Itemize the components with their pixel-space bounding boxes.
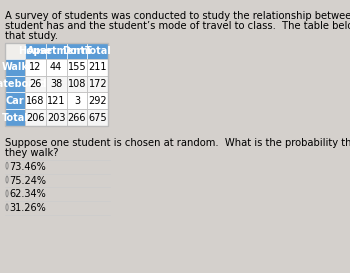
Text: 12: 12 bbox=[29, 62, 41, 72]
Text: 172: 172 bbox=[89, 79, 107, 89]
Text: 38: 38 bbox=[50, 79, 62, 89]
Bar bbox=[25, 43, 46, 59]
Text: 26: 26 bbox=[29, 79, 41, 89]
Bar bbox=[46, 109, 66, 126]
Text: Total: Total bbox=[84, 46, 111, 56]
Bar bbox=[88, 59, 108, 76]
Text: Dorm: Dorm bbox=[62, 46, 92, 56]
Text: 3: 3 bbox=[74, 96, 80, 106]
Text: 168: 168 bbox=[26, 96, 44, 106]
Text: 44: 44 bbox=[50, 62, 62, 72]
Bar bbox=[46, 93, 66, 109]
Text: 211: 211 bbox=[89, 62, 107, 72]
Text: 675: 675 bbox=[89, 113, 107, 123]
Bar bbox=[66, 43, 88, 59]
Bar bbox=[6, 109, 25, 126]
Bar bbox=[25, 109, 46, 126]
Bar bbox=[6, 59, 25, 76]
Bar bbox=[6, 43, 25, 59]
Text: student has and the student’s mode of travel to class.  The table below contains: student has and the student’s mode of tr… bbox=[6, 21, 350, 31]
Text: 73.46%: 73.46% bbox=[9, 162, 46, 172]
Bar bbox=[66, 93, 88, 109]
Bar bbox=[25, 76, 46, 93]
Text: Suppose one student is chosen at random.  What is the probability the student li: Suppose one student is chosen at random.… bbox=[6, 138, 350, 148]
Text: Car: Car bbox=[6, 96, 24, 106]
Bar bbox=[25, 59, 46, 76]
Text: House: House bbox=[18, 46, 52, 56]
Text: that study.: that study. bbox=[6, 31, 58, 41]
Bar bbox=[6, 43, 108, 126]
Bar bbox=[88, 93, 108, 109]
Bar bbox=[88, 43, 108, 59]
Bar bbox=[46, 43, 66, 59]
Text: Skateboard: Skateboard bbox=[0, 79, 47, 89]
Bar bbox=[88, 109, 108, 126]
Text: 108: 108 bbox=[68, 79, 86, 89]
Bar bbox=[6, 76, 25, 93]
Text: 121: 121 bbox=[47, 96, 65, 106]
Text: Walk: Walk bbox=[2, 62, 29, 72]
Bar bbox=[66, 76, 88, 93]
Bar bbox=[25, 93, 46, 109]
Text: 75.24%: 75.24% bbox=[9, 176, 47, 186]
Bar bbox=[6, 93, 25, 109]
Text: A survey of students was conducted to study the relationship between the types o: A survey of students was conducted to st… bbox=[6, 11, 350, 21]
Text: 206: 206 bbox=[26, 113, 44, 123]
Text: 31.26%: 31.26% bbox=[9, 203, 46, 213]
Bar bbox=[66, 109, 88, 126]
Text: 292: 292 bbox=[89, 96, 107, 106]
Bar bbox=[66, 59, 88, 76]
Text: 155: 155 bbox=[68, 62, 86, 72]
Text: 266: 266 bbox=[68, 113, 86, 123]
Bar bbox=[46, 76, 66, 93]
Text: Total: Total bbox=[2, 113, 28, 123]
Text: 203: 203 bbox=[47, 113, 65, 123]
Bar bbox=[88, 76, 108, 93]
Text: they walk?: they walk? bbox=[6, 148, 59, 158]
Text: Apartment: Apartment bbox=[27, 46, 85, 56]
Text: 62.34%: 62.34% bbox=[9, 189, 46, 200]
Bar bbox=[46, 59, 66, 76]
